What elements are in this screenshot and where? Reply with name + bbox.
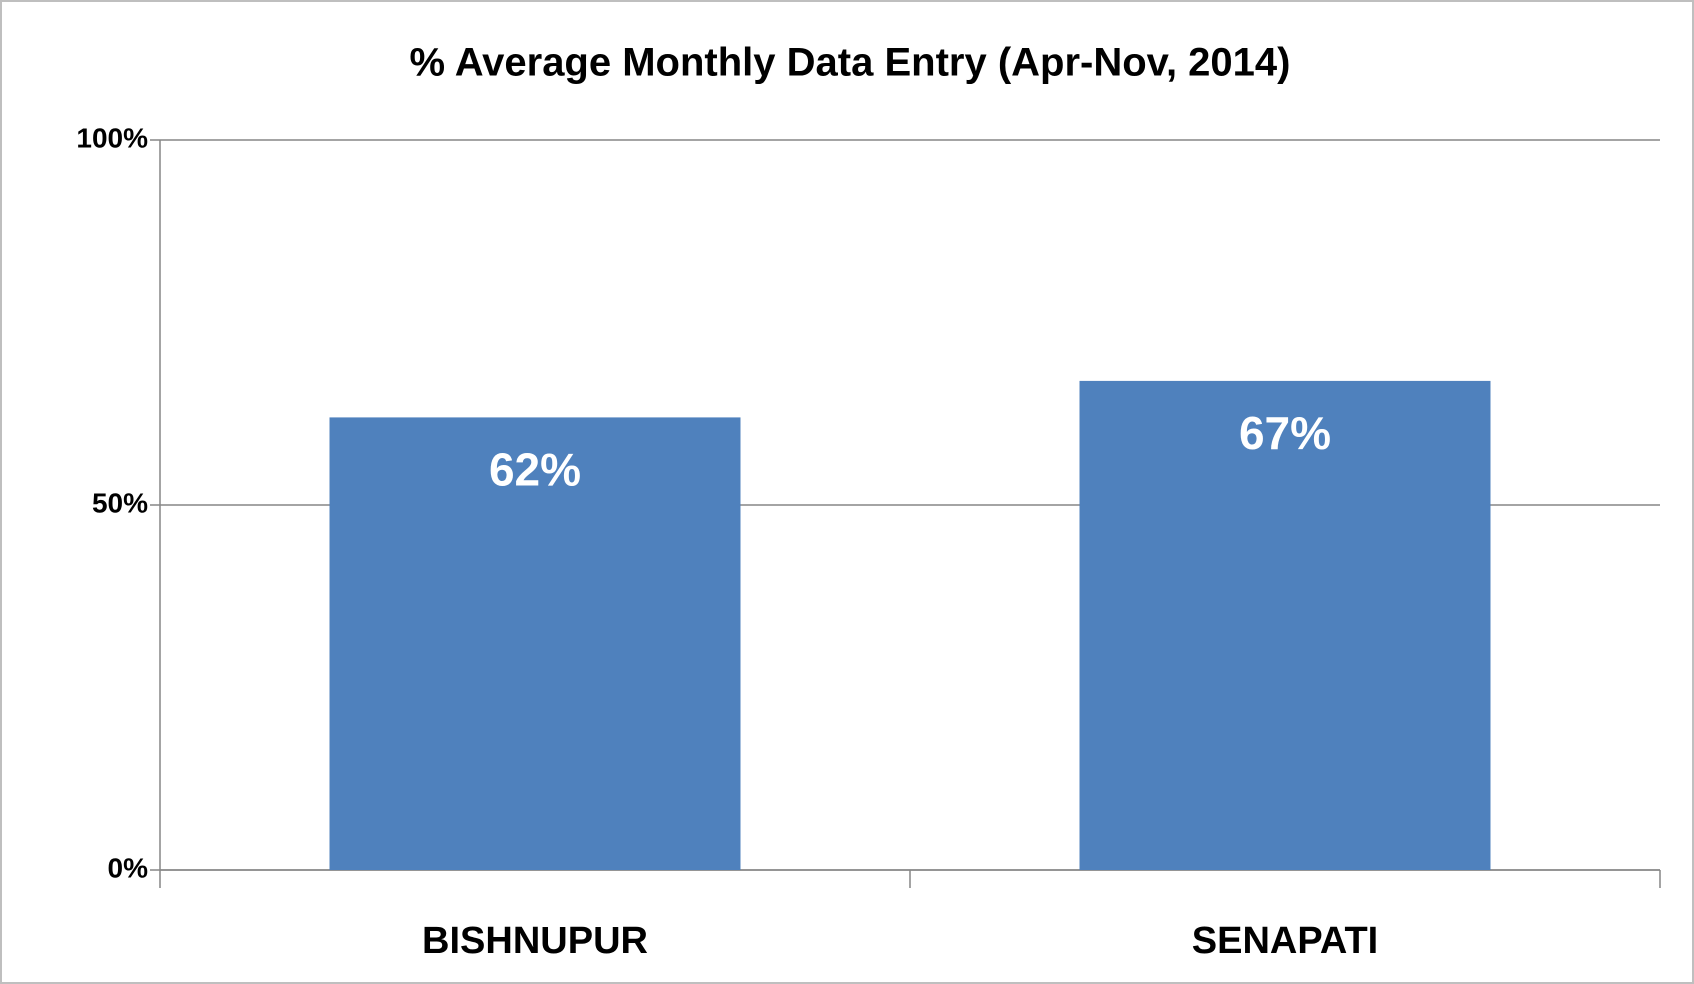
y-tick-label: 50%	[92, 487, 148, 518]
bar	[1079, 380, 1491, 870]
y-tick-label: 0%	[108, 852, 149, 883]
data-label: 67%	[1239, 407, 1331, 459]
bar	[329, 417, 741, 870]
chart-title: % Average Monthly Data Entry (Apr-Nov, 2…	[410, 41, 1291, 85]
data-label: 62%	[489, 444, 581, 496]
x-tick-label: BISHNUPUR	[422, 920, 648, 962]
x-tick-label: SENAPATI	[1192, 920, 1379, 962]
y-tick-label: 100%	[76, 122, 148, 153]
